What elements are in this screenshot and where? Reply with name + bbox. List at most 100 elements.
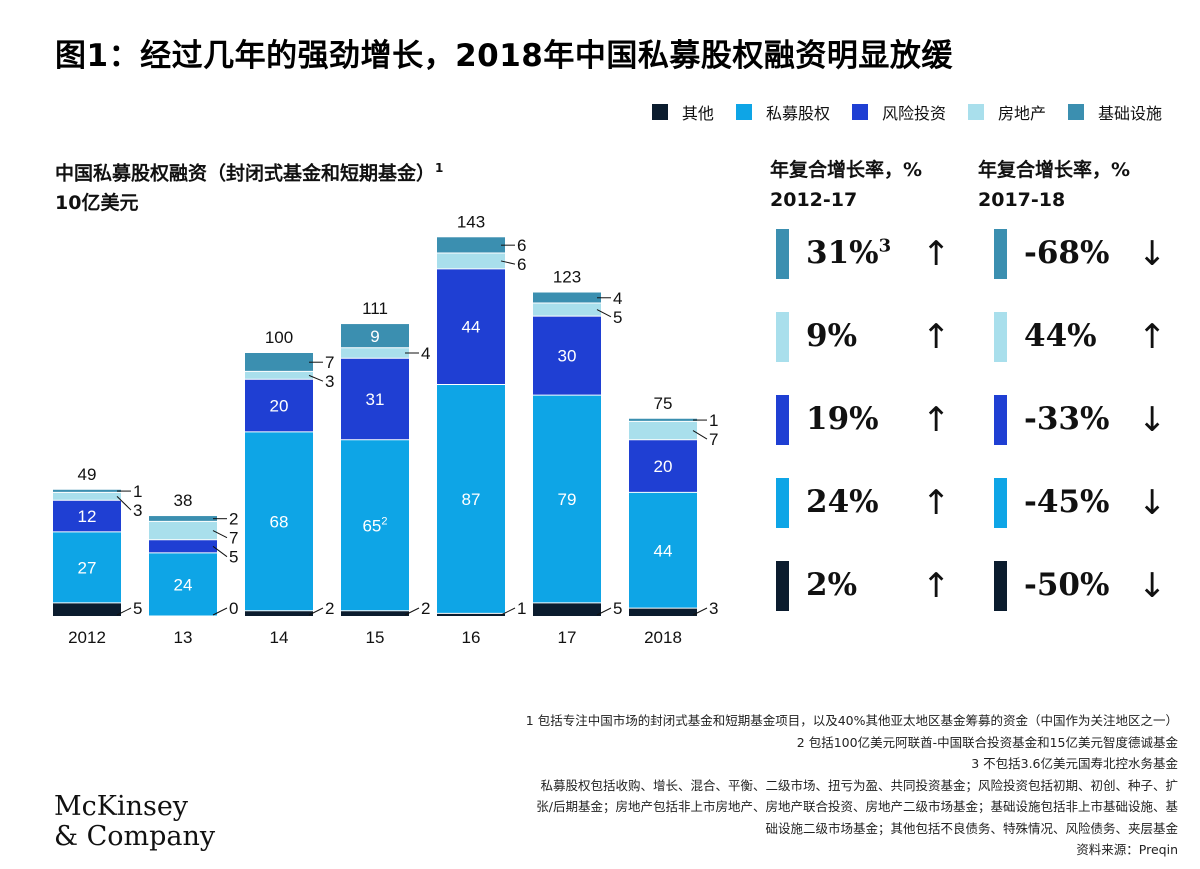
bar-segment (149, 539, 217, 553)
bar-segment (437, 253, 505, 269)
bar-segment (533, 303, 601, 317)
growth-color-bar (776, 561, 789, 611)
growth-color-bar (994, 312, 1007, 362)
bar-segment (341, 347, 409, 359)
arrow-icon: ↓ (1138, 234, 1167, 274)
bar-segment (341, 324, 409, 348)
bar-segment (437, 237, 505, 254)
arrow-icon: ↓ (1138, 566, 1167, 606)
leader-line (212, 545, 228, 558)
total-label: 143 (457, 212, 485, 231)
growth-header-2012-17: 年复合增长率，% 2012-17 (770, 155, 922, 215)
bar-segment (53, 500, 121, 532)
growth-value-2012-17: 19% (806, 401, 879, 437)
growth-color-bar (994, 395, 1007, 445)
legend-swatch (851, 104, 868, 120)
legend-item-real-estate: 房地产 (967, 100, 1046, 124)
value-label: 1 (133, 482, 142, 501)
footnote-mark: 1 (435, 161, 444, 175)
value-label: 4 (421, 344, 430, 363)
bar-segment (437, 384, 505, 614)
legend-swatch (735, 104, 752, 120)
stacked-bar-chart: 4920122712135381324275010014682073211115… (53, 212, 718, 647)
total-label: 75 (654, 394, 673, 413)
bar-segment (341, 439, 409, 611)
leader-line (116, 495, 132, 511)
category-label: 2012 (68, 628, 106, 647)
bar-segment (629, 418, 697, 422)
value-label: 27 (78, 558, 97, 577)
leader-line (692, 607, 708, 616)
category-label: 15 (366, 628, 385, 647)
annotation-mark: 2 (381, 515, 387, 527)
bar-segment (53, 489, 121, 493)
leader-line (596, 309, 612, 318)
category-label: 14 (270, 628, 289, 647)
growth-header-period: 2012-17 (770, 189, 858, 211)
growth-header-2017-18: 年复合增长率，% 2017-18 (978, 155, 1130, 215)
bar-segment (629, 439, 697, 493)
definition-line: 私募股权包括收购、增长、混合、平衡、二级市场、扭亏为盈、共同投资基金；风险投资包… (540, 777, 1178, 793)
value-label: 20 (654, 457, 673, 476)
value-label: 2 (229, 510, 238, 529)
growth-color-bar (776, 395, 789, 445)
bar-segment (437, 613, 505, 616)
page-title: 图1：经过几年的强劲增长，2018年中国私募股权融资明显放缓 (55, 38, 953, 74)
legend-item-private-equity: 私募股权 (735, 100, 830, 124)
growth-value-2017-18: -50% (1024, 567, 1110, 603)
total-label: 49 (78, 465, 97, 484)
category-label: 16 (462, 628, 481, 647)
value-label: 30 (558, 347, 577, 366)
value-label: 79 (558, 490, 577, 509)
value-label: 3 (133, 501, 142, 520)
bar-segment (149, 516, 217, 522)
growth-color-bar (776, 229, 789, 279)
leader-line (404, 607, 420, 616)
bar-segment (629, 492, 697, 609)
source-line: 资料来源：Preqin (1076, 842, 1178, 857)
bar-segment (245, 353, 313, 372)
value-label: 5 (613, 308, 622, 327)
chart-legend: 其他 私募股权 风险投资 房地产 基础设施 (651, 100, 1162, 124)
arrow-icon: ↑ (922, 566, 951, 606)
total-label: 123 (553, 268, 581, 287)
leader-line (596, 607, 612, 616)
value-label: 7 (325, 353, 334, 372)
legend-item-other: 其他 (651, 100, 714, 124)
bar-segment (149, 521, 217, 540)
value-label: 3 (325, 372, 334, 391)
total-label: 38 (174, 491, 193, 510)
value-label: 5 (229, 548, 238, 567)
mckinsey-logo: McKinsey & Company (54, 792, 215, 852)
footnotes: 1 包括专注中国市场的封闭式基金和短期基金项目，以及40%其他亚太地区基金筹募的… (526, 710, 1178, 861)
growth-value-2017-18: -45% (1024, 484, 1110, 520)
leader-line (212, 607, 228, 616)
bar-segment (629, 421, 697, 440)
growth-header-label: 年复合增长率，% (770, 159, 923, 181)
growth-color-bar (994, 229, 1007, 279)
value-label: 12 (78, 507, 97, 526)
subtitle-unit: 10亿美元 (55, 192, 139, 215)
leader-line (500, 607, 516, 616)
legend-label: 房地产 (997, 104, 1046, 123)
value-label: 20 (270, 397, 289, 416)
value-label: 3 (709, 599, 718, 618)
growth-value-2012-17: 2% (806, 567, 858, 603)
legend-item-venture-capital: 风险投资 (851, 100, 946, 124)
growth-value-2012-17: 9% (806, 318, 858, 354)
bar-segment (245, 431, 313, 611)
logo-line1: McKinsey (54, 791, 189, 822)
value-label: 68 (270, 512, 289, 531)
footnote-2: 2 包括100亿美元阿联酋-中国联合投资基金和15亿美元智度德诚基金 (796, 734, 1178, 750)
growth-header-label: 年复合增长率，% (978, 159, 1131, 181)
leader-line (212, 530, 228, 539)
bar-segment (341, 610, 409, 616)
bar-segment (53, 602, 121, 616)
legend-swatch (967, 104, 984, 120)
value-label: 44 (462, 318, 481, 337)
value-label: 0 (229, 599, 238, 618)
value-label: 6 (517, 255, 526, 274)
growth-value-2017-18: -33% (1024, 401, 1110, 437)
growth-color-bar (994, 478, 1007, 528)
bar-segment (149, 552, 217, 616)
